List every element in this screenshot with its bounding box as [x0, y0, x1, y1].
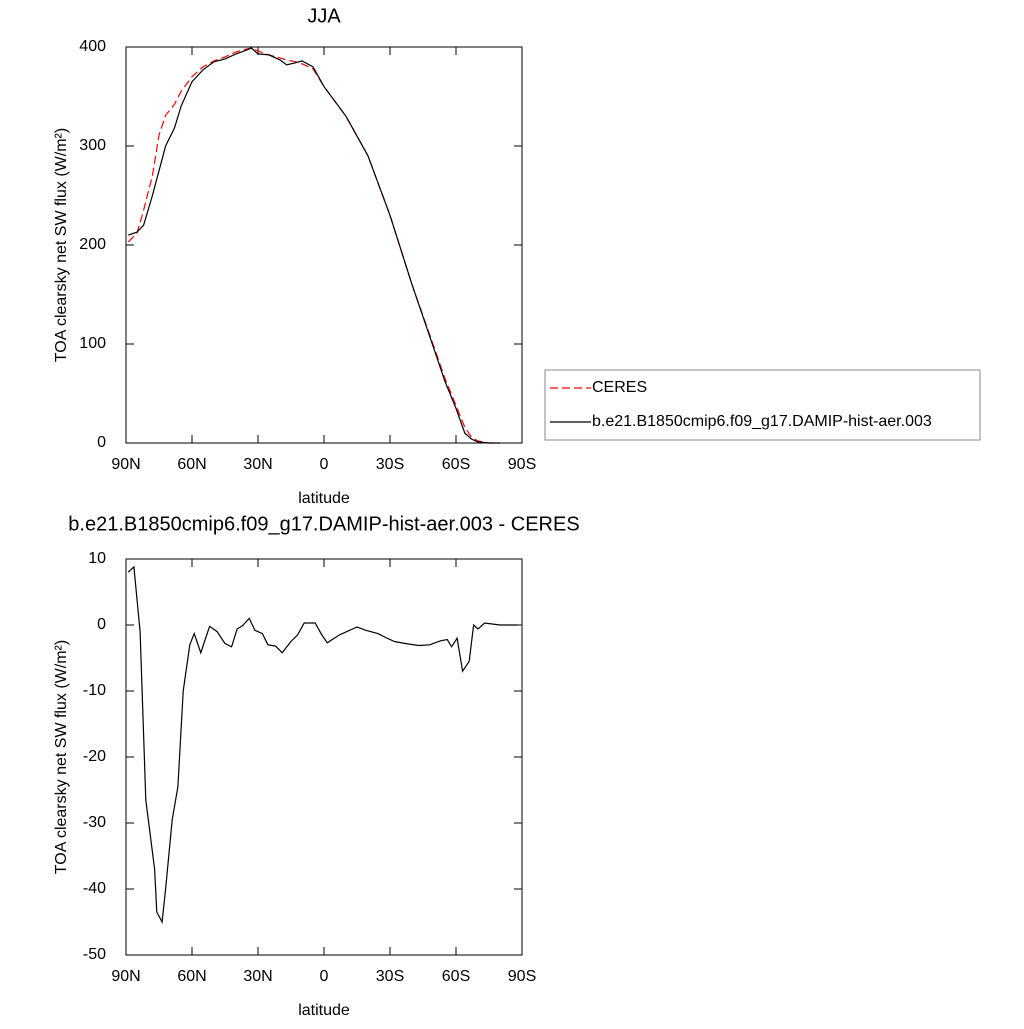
plot-frame: [125, 558, 523, 956]
chart-title: JJA: [307, 5, 341, 27]
x-tick-label: 90N: [111, 456, 140, 473]
x-tick-label: 30N: [243, 456, 272, 473]
y-tick-label: -50: [83, 946, 106, 963]
x-tick-label: 0: [320, 456, 329, 473]
data-line: [128, 47, 500, 444]
y-tick-label: 100: [79, 335, 106, 352]
x-tick-label: 0: [320, 968, 329, 985]
legend-label: CERES: [592, 379, 647, 396]
y-tick-label: 300: [79, 137, 106, 154]
x-tick-label: 60N: [177, 968, 206, 985]
x-tick-label: 60S: [442, 456, 470, 473]
legend-label: b.e21.B1850cmip6.f09_g17.DAMIP-hist-aer.…: [592, 413, 932, 430]
data-line: [127, 47, 500, 444]
legend-box: [544, 369, 981, 441]
x-axis-label: latitude: [298, 490, 350, 507]
y-tick-label: 400: [79, 38, 106, 55]
x-tick-label: 30S: [376, 456, 404, 473]
x-axis-label: latitude: [298, 1002, 350, 1019]
x-tick-label: 60N: [177, 456, 206, 473]
x-tick-label: 90S: [508, 456, 536, 473]
data-line: [127, 565, 518, 925]
x-tick-label: 60S: [442, 968, 470, 985]
y-tick-label: -20: [83, 748, 106, 765]
x-tick-label: 90N: [111, 968, 140, 985]
x-tick-label: 30S: [376, 968, 404, 985]
x-tick-label: 30N: [243, 968, 272, 985]
y-tick-label: 10: [88, 550, 106, 567]
y-tick-label: -10: [83, 682, 106, 699]
chart-title: b.e21.B1850cmip6.f09_g17.DAMIP-hist-aer.…: [68, 513, 579, 535]
y-tick-label: 200: [79, 236, 106, 253]
plot-frame: [125, 46, 523, 444]
y-tick-label: -40: [83, 880, 106, 897]
y-tick-label: 0: [97, 616, 106, 633]
x-tick-label: 90S: [508, 968, 536, 985]
y-axis-label: TOA clearsky net SW flux (W/m²): [53, 640, 70, 874]
y-tick-label: -30: [83, 814, 106, 831]
y-axis-label: TOA clearsky net SW flux (W/m²): [53, 128, 70, 362]
y-tick-label: 0: [97, 434, 106, 451]
